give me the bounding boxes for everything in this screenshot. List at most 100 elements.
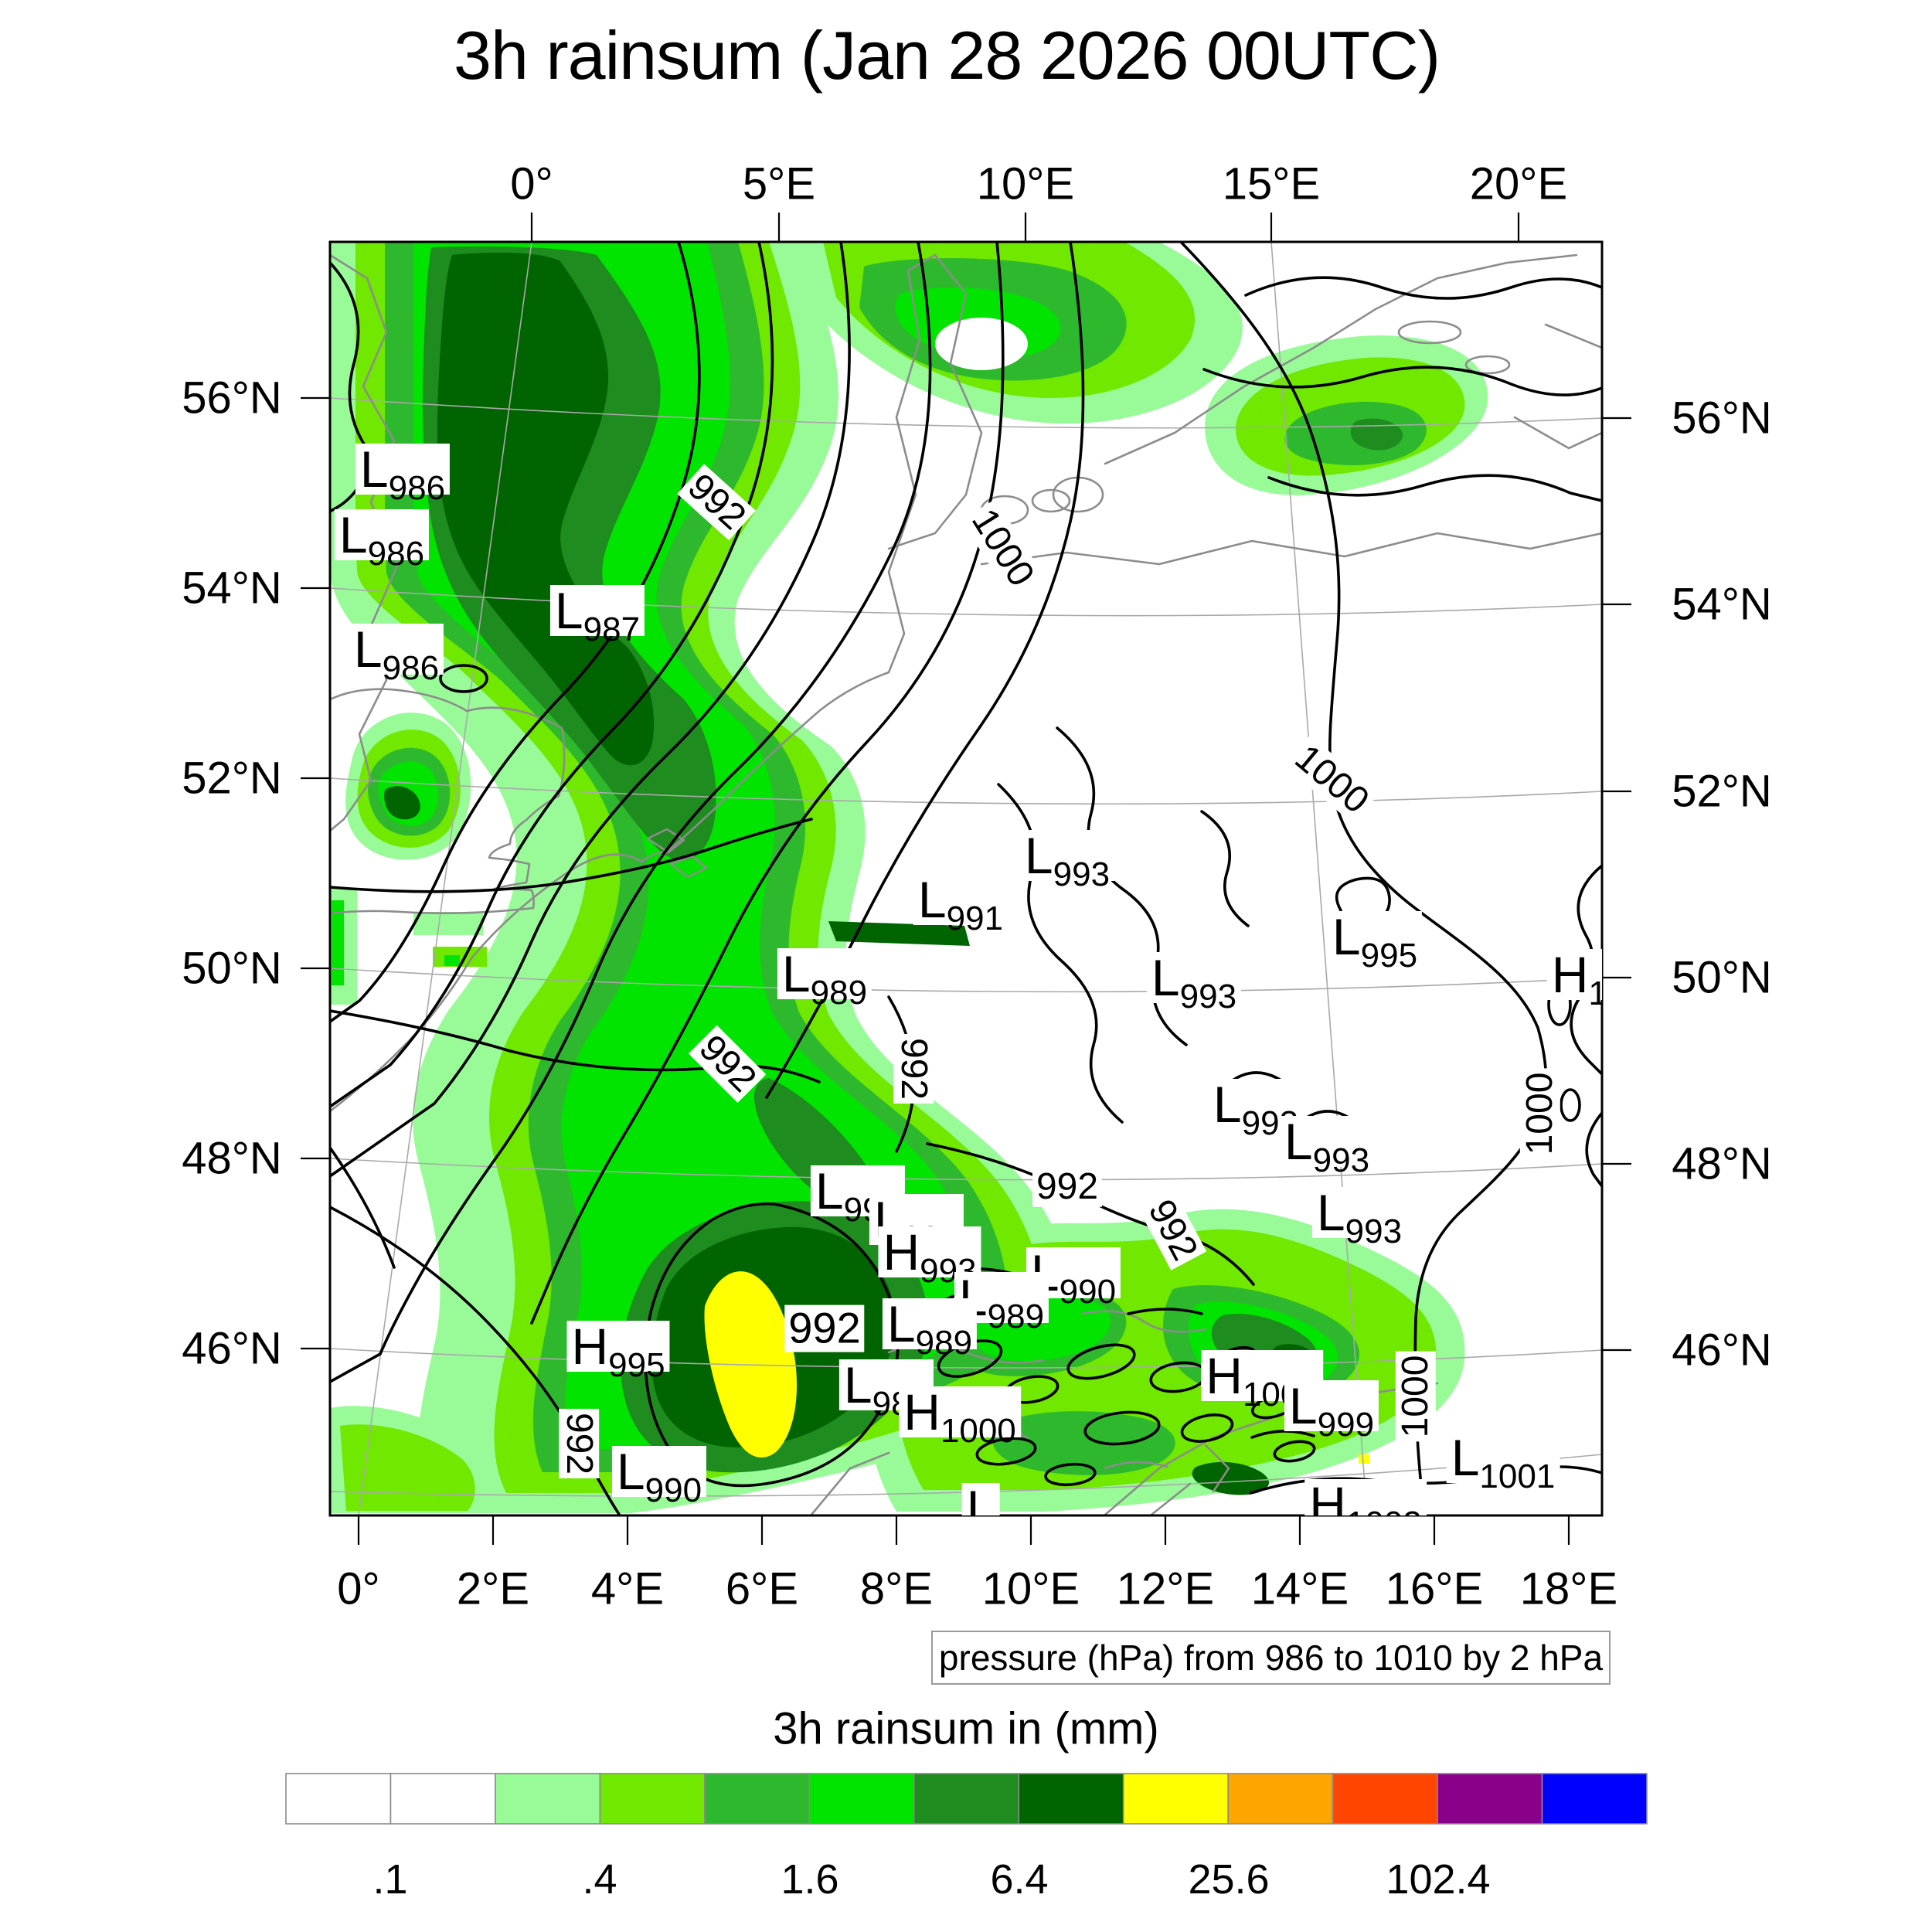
pressure-center-label: L986 [349, 621, 444, 685]
pressure-center-value: 986 [367, 535, 425, 573]
pressure-center-value: 989 [987, 1298, 1045, 1335]
axis-label-right: 52°N [1672, 766, 1772, 817]
axis-label-bottom: 16°E [1385, 1563, 1484, 1614]
colorbar-cell [285, 1773, 392, 1825]
pressure-legend-text: pressure (hPa) from 986 to 1010 by 2 hPa [938, 1638, 1604, 1678]
axis-label-top: 20°E [1469, 158, 1568, 209]
axis-label-right: 50°N [1672, 952, 1772, 1003]
axis-label-bottom: 14°E [1250, 1563, 1349, 1614]
pressure-center-label: L993 [1311, 1184, 1407, 1249]
pressure-center-label: H995 [566, 1321, 670, 1383]
pressure-center-letter: L [1332, 908, 1361, 965]
axis-label-right: 54°N [1672, 579, 1772, 630]
axis-label-bottom: 4°E [590, 1563, 665, 1614]
pressure-center-value: 10 [1588, 975, 1602, 1012]
pressure-center-label: L993 [1279, 1113, 1375, 1178]
pressure-center-letter: L [815, 1162, 844, 1219]
axis-label-right: 56°N [1672, 393, 1772, 444]
colorbar-cell [599, 1773, 706, 1825]
contour-value-label: 1000 [1284, 735, 1379, 825]
pressure-center-label: H1000 [899, 1383, 1021, 1448]
contour-value-label: 992 [676, 464, 757, 541]
colorbar-cell [1227, 1773, 1334, 1825]
contour-value-label: 992 [893, 1033, 934, 1104]
colorbar-cell [1437, 1773, 1543, 1825]
colorbar-cell [1332, 1773, 1438, 1825]
pressure-center-value: 995 [608, 1346, 665, 1384]
pressure-center-letter: L [359, 440, 389, 498]
pressure-center-value: 999 [1317, 1406, 1375, 1444]
pressure-center-letter: H [1551, 946, 1589, 1003]
pressure-center-letter: L [353, 621, 383, 678]
contour-value-label: 992 [688, 1025, 767, 1104]
colorbar-tick-label: 102.4 [1386, 1856, 1491, 1903]
pressure-center-letter: H [903, 1383, 940, 1440]
colorbar [285, 1773, 1648, 1825]
pressure-center-letter: L [554, 582, 583, 639]
colorbar-cell [389, 1773, 496, 1825]
pressure-center-label: L986 [334, 509, 430, 571]
colorbar-tick-label: 6.4 [990, 1856, 1049, 1903]
pressure-center-value: 989 [810, 974, 868, 1012]
colorbar-cell [1018, 1773, 1124, 1825]
pressure-center-label: H1003 [1201, 1350, 1323, 1412]
axis-label-bottom: 12°E [1116, 1563, 1215, 1614]
pressure-center-letter: L [966, 1480, 995, 1515]
axis-label-top: 5°E [742, 158, 816, 209]
axis-label-bottom: 6°E [725, 1563, 799, 1614]
axis-label-left: 46°N [182, 1323, 282, 1374]
colorbar-cell [704, 1773, 811, 1825]
pressure-center-letter: L [886, 1295, 916, 1352]
page-title: 3h rainsum (Jan 28 2026 00UTC) [454, 17, 1440, 94]
pressure-center-label: L989 [882, 1295, 978, 1360]
pressure-center-label: L1001 [1446, 1432, 1560, 1494]
pressure-center-letter: L [1284, 1113, 1313, 1170]
pressure-center-letter: H [883, 1223, 920, 1281]
contour-value-label: 992 [1138, 1189, 1207, 1271]
contour-value-label: 1000 [961, 498, 1044, 597]
pressure-center-value: 986 [382, 649, 440, 687]
pressure-center-label: H10 [1546, 946, 1602, 1011]
colorbar-tick-label: .4 [582, 1856, 617, 1903]
axis-label-bottom: 10°E [981, 1563, 1080, 1614]
pressure-center-value: 1000 [940, 1412, 1016, 1450]
axis-label-bottom: 8°E [859, 1563, 934, 1614]
pressure-center-label: L990 [611, 1443, 707, 1508]
colorbar-cell [495, 1773, 601, 1825]
pressure-center-value: 995 [1360, 937, 1418, 975]
pressure-center-letter: L [1288, 1377, 1318, 1434]
pressure-center-value: 993 [1345, 1213, 1403, 1250]
pressure-center-value: 986 [388, 469, 446, 507]
pressure-center-label: L [961, 1480, 1000, 1515]
pressure-center-letter: L [843, 1356, 872, 1413]
pressure-center-label: L989 [777, 948, 872, 1010]
pressure-center-value: 990 [1059, 1273, 1117, 1311]
contour-value-label: 1000 [1519, 1068, 1561, 1159]
pressure-center-letter: L [616, 1443, 645, 1500]
axis-label-bottom: 2°E [456, 1563, 530, 1614]
pressure-center-letter: H [1309, 1476, 1346, 1515]
pressure-center-label: L991 [913, 874, 1009, 936]
axis-ticks [301, 213, 1631, 1545]
pressure-center-label: L987 [549, 582, 645, 647]
pressure-center-value: 991 [946, 900, 1004, 937]
contour-value-label: 992 [1032, 1166, 1103, 1208]
pressure-center-value: 990 [645, 1471, 702, 1509]
axis-label-top: 10°E [976, 158, 1075, 209]
axis-label-left: 52°N [182, 753, 282, 804]
colorbar-cell [1122, 1773, 1229, 1825]
axis-label-bottom: 0° [337, 1563, 380, 1614]
axis-label-left: 48°N [182, 1133, 282, 1184]
axis-label-right: 46°N [1672, 1325, 1772, 1376]
colorbar-tick-label: .1 [372, 1856, 408, 1903]
colorbar-cell [1541, 1773, 1648, 1825]
pressure-center-label: H993 [878, 1226, 981, 1288]
pressure-center-value: 1001 [1479, 1458, 1556, 1495]
axis-label-bottom: 18°E [1519, 1563, 1618, 1614]
pressure-center-label: L995 [1327, 908, 1423, 973]
map-frame [328, 240, 1604, 1517]
pressure-center-label: L993 [1019, 830, 1115, 892]
colorbar-cell [808, 1773, 915, 1825]
pressure-center-letter: L [1316, 1184, 1345, 1241]
